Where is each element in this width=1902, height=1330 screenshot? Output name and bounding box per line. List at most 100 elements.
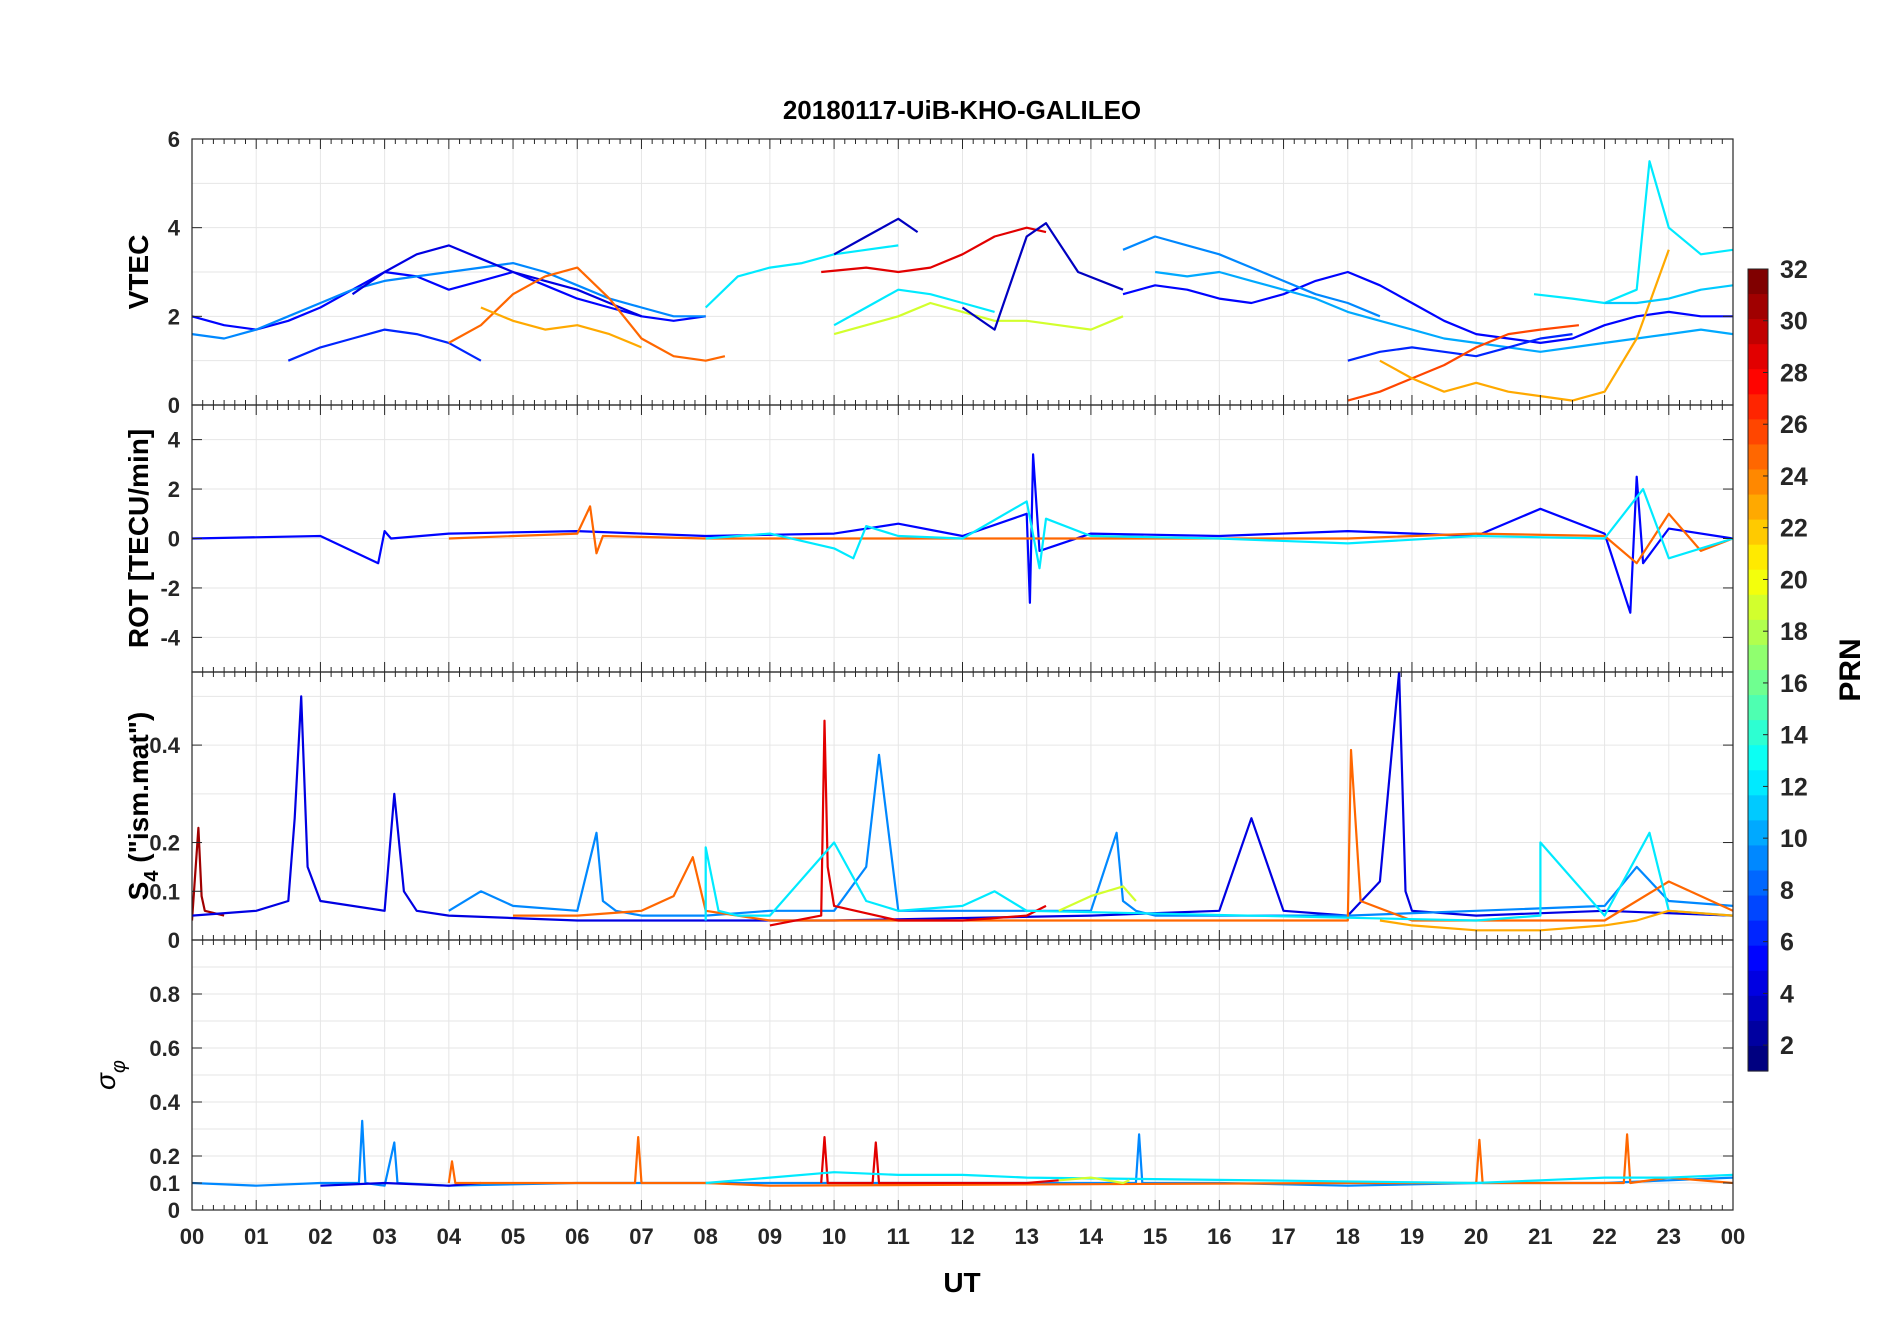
colorbar-step (1748, 519, 1768, 546)
series-line-prn-12 (705, 488, 1733, 570)
x-tick-label: 15 (1143, 1224, 1167, 1249)
x-tick-label: 08 (693, 1224, 717, 1249)
colorbar-step (1748, 419, 1768, 446)
y-tick-label: 0 (168, 393, 180, 418)
colorbar-step (1748, 895, 1768, 922)
y-tick-label: 0.6 (149, 1036, 180, 1061)
colorbar-tick-label: 18 (1780, 618, 1808, 646)
y-axis-label: S4 ("ism.mat") (123, 712, 163, 901)
series-line-prn-29 (821, 226, 1047, 274)
colorbar-label: PRN (1834, 638, 1867, 701)
colorbar-tick-label: 16 (1780, 670, 1808, 698)
series-line-prn-12 (1533, 160, 1733, 305)
x-tick-label: 06 (565, 1224, 589, 1249)
colorbar-tick-label: 28 (1780, 359, 1808, 387)
panel-s4: 00.10.20.4S4 ("ism.mat") (123, 671, 1734, 953)
series-line-prn-12 (833, 288, 995, 327)
panel-vtec: 0 2 4 6 VTEC (123, 127, 1734, 418)
y-tick-label: 2 (168, 477, 180, 502)
series-line-prn-3 (961, 222, 1124, 331)
panel-sigma_phi: 00.10.2 0.4 0.6 0.8 σφ (90, 939, 1734, 1223)
colorbar-tick-label: 2 (1780, 1032, 1794, 1060)
y-tick-label: 4 (168, 428, 181, 453)
colorbar-step (1748, 945, 1768, 972)
series-line-prn-25 (447, 1133, 1733, 1187)
colorbar-step (1748, 369, 1768, 395)
colorbar-step (1748, 269, 1768, 295)
x-tick-label: 09 (758, 1224, 782, 1249)
series-line-prn-5 (1122, 270, 1733, 344)
colorbar-step (1748, 995, 1768, 1022)
x-tick-label: 04 (437, 1224, 462, 1249)
x-axis-label: UT (943, 1267, 980, 1298)
colorbar-step (1748, 594, 1768, 621)
x-tick-label: 01 (244, 1224, 268, 1249)
colorbar-step (1748, 394, 1768, 420)
y-axis-label: VTEC (123, 235, 154, 310)
y-tick-label: 0.1 (149, 879, 180, 904)
series-line-prn-12 (705, 1171, 1733, 1185)
series-line-prn-23 (1379, 249, 1670, 402)
x-tick-label: 05 (501, 1224, 525, 1249)
series-line-prn-25 (448, 505, 1733, 565)
x-tick-label: 14 (1079, 1224, 1104, 1249)
colorbar-step (1748, 1045, 1768, 1072)
colorbar-tick-label: 32 (1780, 256, 1808, 284)
x-tick-label: 19 (1400, 1224, 1424, 1249)
colorbar-step (1748, 644, 1768, 671)
y-label-main: σ (90, 1072, 121, 1090)
x-tick-label: 23 (1657, 1224, 1681, 1249)
colorbar-step (1748, 294, 1768, 320)
colorbar-step (1748, 344, 1768, 370)
series-line-prn-29 (820, 1136, 1059, 1185)
colorbar-tick-label: 14 (1780, 722, 1808, 750)
colorbar-tick-label: 4 (1780, 980, 1794, 1008)
x-tick-label: 18 (1336, 1224, 1360, 1249)
series-group (192, 160, 1733, 402)
colorbar-tick-label: 8 (1780, 877, 1794, 905)
series-group (192, 672, 1733, 932)
colorbar-step (1748, 670, 1768, 696)
x-tick-label: 22 (1592, 1224, 1616, 1249)
x-tick-label: 00 (1721, 1224, 1745, 1249)
x-tick-label: 10 (822, 1224, 846, 1249)
colorbar-tick-label: 22 (1780, 515, 1808, 543)
series-line-prn-4 (351, 244, 642, 318)
colorbar-tick-label: 24 (1780, 463, 1808, 491)
colorbar-step (1748, 444, 1768, 471)
figure-title: 20180117-UiB-KHO-GALILEO (783, 95, 1141, 125)
colorbar-step (1748, 1020, 1768, 1047)
colorbar-step (1748, 319, 1768, 345)
colorbar-tick-label: 20 (1780, 566, 1808, 594)
colorbar-step (1748, 619, 1768, 646)
series-line-prn-12 (704, 244, 899, 309)
x-tick-label: 20 (1464, 1224, 1488, 1249)
colorbar-frame (1747, 268, 1769, 1072)
colorbar-step (1748, 820, 1768, 847)
series-line-prn-23 (480, 306, 642, 349)
series-group (192, 453, 1733, 614)
series-line-prn-12 (704, 831, 1733, 922)
series-line-prn-3 (833, 217, 919, 256)
y-tick-label: -2 (160, 576, 180, 601)
colorbar-tick-label: 30 (1780, 308, 1808, 336)
series-line-prn-29 (769, 719, 1047, 927)
series-line-prn-19 (1058, 885, 1137, 912)
series-line-prn-4 (320, 1181, 481, 1187)
y-tick-label: 0.2 (149, 1144, 180, 1169)
panel-rot: -4 -2 0 2 4 ROT [TECU/min] (123, 404, 1734, 673)
colorbar-tick-label: 12 (1780, 773, 1808, 801)
y-label-sub: 4 (141, 870, 163, 882)
series-line-prn-19 (1058, 1176, 1130, 1185)
series-line-prn-19 (833, 301, 1124, 336)
colorbar-tick-label: 26 (1780, 411, 1808, 439)
x-tick-label: 13 (1014, 1224, 1038, 1249)
y-tick-label: -4 (160, 625, 180, 650)
colorbar-tick-label: 10 (1780, 825, 1808, 853)
colorbar-step (1748, 920, 1768, 947)
x-tick-label: 16 (1207, 1224, 1231, 1249)
x-tick-label: 00 (180, 1224, 204, 1249)
